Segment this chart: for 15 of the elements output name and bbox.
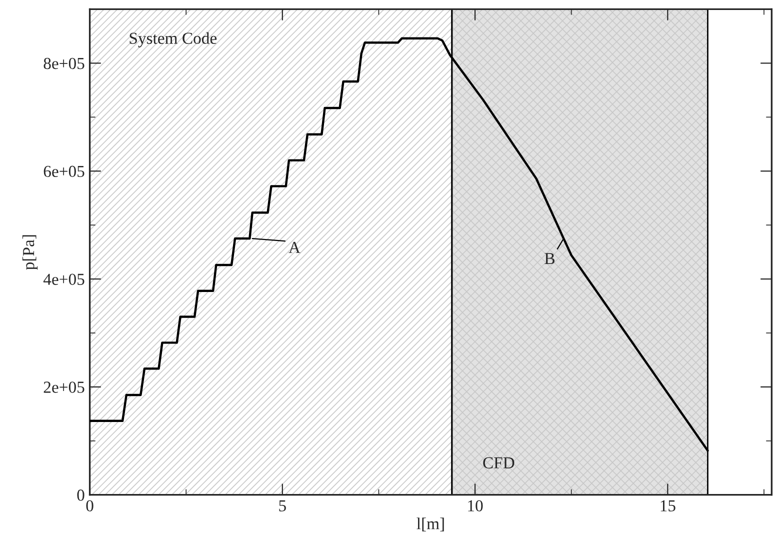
x-tick-label: 5 bbox=[279, 500, 286, 512]
x-axis-title: l[m] bbox=[416, 518, 444, 532]
y-tick-label: 8e+05 bbox=[44, 58, 84, 70]
x-tick-label: 15 bbox=[660, 500, 676, 512]
annotation: A bbox=[288, 242, 300, 253]
x-tick-label: 0 bbox=[86, 500, 94, 512]
y-axis-title: p[Pa] bbox=[22, 235, 38, 270]
band-label: System Code bbox=[130, 32, 217, 48]
x-tick-label: 10 bbox=[468, 500, 483, 512]
y-tick-label: 2e+05 bbox=[44, 382, 84, 393]
y-tick-label: 6e+05 bbox=[44, 166, 84, 178]
annotation: B bbox=[544, 253, 554, 264]
band-label: CFD bbox=[483, 457, 514, 468]
y-tick-label: 4e+05 bbox=[43, 274, 84, 285]
y-tick-label: 0 bbox=[77, 490, 84, 501]
